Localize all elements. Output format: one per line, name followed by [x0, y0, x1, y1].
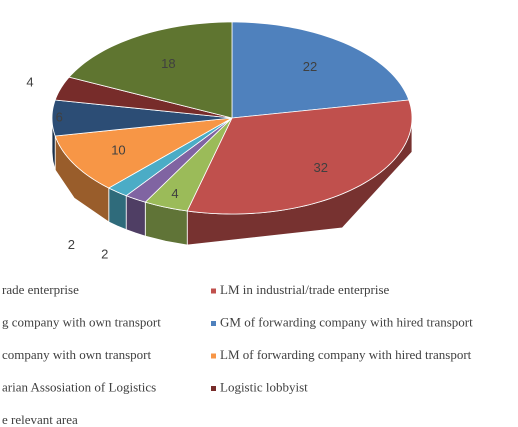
- data-label: 18: [161, 56, 175, 71]
- data-label: 22: [303, 59, 317, 74]
- legend-label: GM of forwarding company with hired tran…: [220, 314, 473, 329]
- legend-label: LM in industrial/trade enterprise: [220, 282, 390, 297]
- pie-slice: [54, 117, 233, 189]
- legend-label: Logistic lobbyist: [220, 379, 308, 394]
- legend-marker: [211, 386, 216, 391]
- pie-slice: [231, 21, 410, 119]
- data-label: 2: [68, 237, 75, 252]
- data-label: 4: [26, 74, 33, 89]
- legend-marker: [211, 321, 216, 326]
- pie-slice: [51, 99, 233, 137]
- legend-marker: [211, 288, 216, 294]
- data-label: 32: [313, 160, 327, 175]
- pie-slice: [107, 117, 233, 197]
- pie-slice: [125, 117, 233, 203]
- data-label: 4: [171, 186, 178, 201]
- legend-label: e relevant area: [2, 412, 78, 427]
- data-label: 10: [111, 143, 125, 158]
- data-label: 2: [101, 246, 108, 261]
- data-label: 6: [56, 109, 63, 124]
- pie-slice: [68, 21, 233, 119]
- legend-label: arian Assosiation of Logistics: [2, 379, 156, 394]
- legend-marker: [211, 353, 216, 359]
- pie-slice: [144, 117, 233, 212]
- pie-side: [125, 195, 146, 237]
- legend-label: LM of forwarding company with hired tran…: [220, 347, 472, 362]
- legend-label: rade enterprise: [2, 282, 79, 297]
- legend-label: g company with own transport: [2, 314, 161, 329]
- pie-slice: [186, 99, 413, 215]
- pie-slice: [54, 76, 233, 119]
- legend-label: company with own transport: [2, 347, 152, 362]
